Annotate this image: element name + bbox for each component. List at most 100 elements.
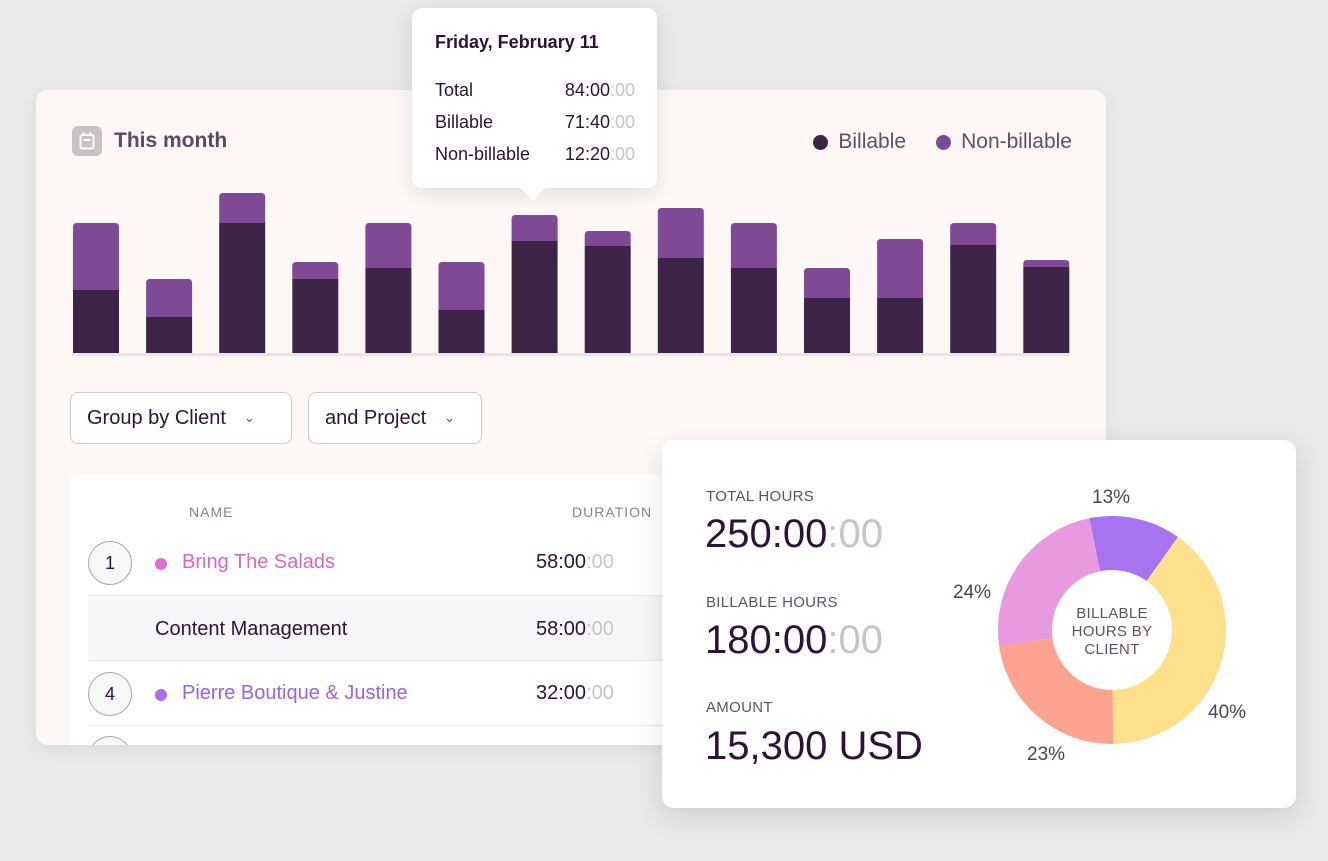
legend-item-non-billable[interactable]: Non-billable	[936, 130, 1072, 154]
rank-badge: 4	[88, 672, 132, 716]
chart-baseline	[72, 353, 1070, 356]
duration-value: 58:00:00	[536, 618, 614, 641]
bar-billable-13[interactable]	[950, 245, 997, 353]
chevron-down-icon: ⌄	[444, 410, 456, 425]
bar-non-billable-13[interactable]	[950, 223, 997, 245]
table-row[interactable]: 1 Bring The Salads 58:00:00	[88, 531, 1088, 595]
bar-billable-6[interactable]	[438, 310, 485, 353]
stacked-bar-chart	[72, 193, 1070, 356]
group-by-client-select[interactable]: Group by Client ⌄	[70, 392, 292, 444]
slice-percent-label: 23%	[1027, 744, 1066, 765]
bar-billable-14[interactable]	[1023, 267, 1070, 353]
card-header: This month	[72, 126, 227, 156]
total-hours-seconds: :00	[827, 512, 883, 556]
bar-billable-9[interactable]	[657, 258, 704, 353]
total-hours-main: 250:00	[705, 512, 828, 556]
bar-non-billable-11[interactable]	[804, 268, 850, 298]
bar-non-billable-8[interactable]	[584, 231, 631, 246]
duration-main: 32:00	[536, 682, 587, 704]
client-name[interactable]: Bring The Salads	[182, 551, 336, 573]
tooltip-value: 84:00:00	[565, 80, 635, 101]
bar-non-billable-14[interactable]	[1023, 260, 1070, 267]
calendar-icon	[72, 126, 102, 156]
donut-slice-40pct[interactable]	[1112, 537, 1226, 744]
project-name: Content Management	[155, 618, 348, 640]
summary-card: TOTAL HOURS 250:00:00 BILLABLE HOURS 180…	[662, 440, 1296, 808]
legend-label-non-billable: Non-billable	[961, 130, 1072, 153]
legend-dot-billable	[813, 134, 829, 150]
tooltip-label: Non-billable	[435, 144, 531, 164]
chevron-down-icon: ⌄	[243, 410, 255, 425]
column-header-name[interactable]: NAME	[189, 504, 234, 520]
then-by-label: and Project	[325, 406, 427, 429]
tooltip-value-seconds: :00	[609, 80, 635, 100]
table-row[interactable]: 4 Pierre Boutique & Justine 32:00:00	[88, 662, 1088, 726]
bar-non-billable-1[interactable]	[73, 223, 119, 290]
tooltip-value-seconds: :00	[609, 112, 635, 132]
bar-non-billable-4[interactable]	[292, 262, 339, 279]
tooltip-value-main: 84:00	[564, 80, 610, 100]
column-header-duration[interactable]: DURATION	[572, 504, 653, 520]
bar-billable-12[interactable]	[877, 298, 924, 353]
bar-billable-2[interactable]	[146, 317, 193, 353]
legend-item-billable[interactable]: Billable	[813, 130, 906, 154]
amount-label: AMOUNT	[706, 699, 773, 716]
donut-center-label: BILLABLE HOURS BY CLIENT	[1071, 605, 1153, 658]
bar-billable-11[interactable]	[804, 298, 850, 353]
donut-slice-23pct[interactable]	[999, 638, 1114, 744]
bar-non-billable-5[interactable]	[365, 223, 412, 268]
bar-non-billable-7[interactable]	[511, 215, 558, 241]
bar-non-billable-6[interactable]	[438, 262, 485, 310]
tooltip-date: Friday, February 11	[435, 32, 599, 52]
bar-non-billable-3[interactable]	[219, 193, 266, 223]
client-color-dot	[155, 689, 167, 701]
tooltip-value-main: 71:40	[564, 112, 610, 132]
then-by-project-select[interactable]: and Project ⌄	[308, 392, 482, 444]
legend-label-billable: Billable	[838, 130, 907, 153]
duration-seconds: :00	[586, 618, 614, 640]
bar-tooltip: Friday, February 11 Total 84:00:00 Billa…	[412, 8, 657, 188]
period-title[interactable]: This month	[114, 129, 228, 152]
client-color-dot	[155, 558, 167, 570]
bar-non-billable-12[interactable]	[877, 239, 924, 298]
rank-badge: 1	[88, 541, 132, 585]
time-report-card: This month Billable Non-billable Group b…	[36, 90, 1106, 745]
bar-billable-4[interactable]	[292, 279, 339, 353]
bar-billable-8[interactable]	[584, 246, 631, 353]
donut-slice-13pct[interactable]	[1089, 516, 1178, 582]
duration-value: 58:00:00	[536, 551, 614, 574]
bar-non-billable-9[interactable]	[657, 208, 704, 258]
duration-seconds: :00	[586, 682, 614, 704]
donut-slice-24pct[interactable]	[998, 518, 1101, 646]
tooltip-value: 12:20:00	[565, 144, 635, 165]
billable-by-client-donut	[998, 516, 1226, 744]
bar-non-billable-2[interactable]	[146, 279, 193, 317]
bar-billable-5[interactable]	[365, 268, 412, 353]
tooltip-value: 71:40:00	[565, 112, 635, 133]
total-hours-label: TOTAL HOURS	[706, 488, 815, 505]
amount-value: 15,300 USD	[705, 724, 923, 768]
billable-hours-seconds: :00	[827, 618, 883, 662]
tooltip-row-total: Total 84:00:00	[435, 80, 635, 101]
bar-billable-1[interactable]	[73, 290, 119, 353]
duration-seconds: :00	[586, 551, 614, 573]
chart-legend: Billable Non-billable	[783, 130, 1072, 154]
tooltip-label: Billable	[435, 112, 494, 132]
billable-hours-value: 180:00:00	[705, 618, 883, 663]
rank-badge	[88, 736, 132, 745]
bar-billable-3[interactable]	[219, 223, 266, 353]
table-row[interactable]	[88, 726, 1088, 745]
bar-billable-10[interactable]	[730, 268, 777, 353]
billable-hours-label: BILLABLE HOURS	[706, 594, 838, 611]
total-hours-value: 250:00:00	[705, 512, 883, 557]
bar-non-billable-10[interactable]	[730, 223, 777, 268]
bar-billable-7[interactable]	[511, 241, 558, 353]
billable-hours-main: 180:00	[705, 618, 828, 662]
slice-percent-label: 24%	[953, 582, 992, 603]
tooltip-row-billable: Billable 71:40:00	[435, 112, 635, 133]
tooltip-value-main: 12:20	[564, 144, 610, 164]
tooltip-row-non-billable: Non-billable 12:20:00	[435, 144, 635, 165]
client-name[interactable]: Pierre Boutique & Justine	[182, 682, 408, 704]
duration-main: 58:00	[536, 551, 587, 573]
duration-value: 32:00:00	[536, 682, 614, 705]
